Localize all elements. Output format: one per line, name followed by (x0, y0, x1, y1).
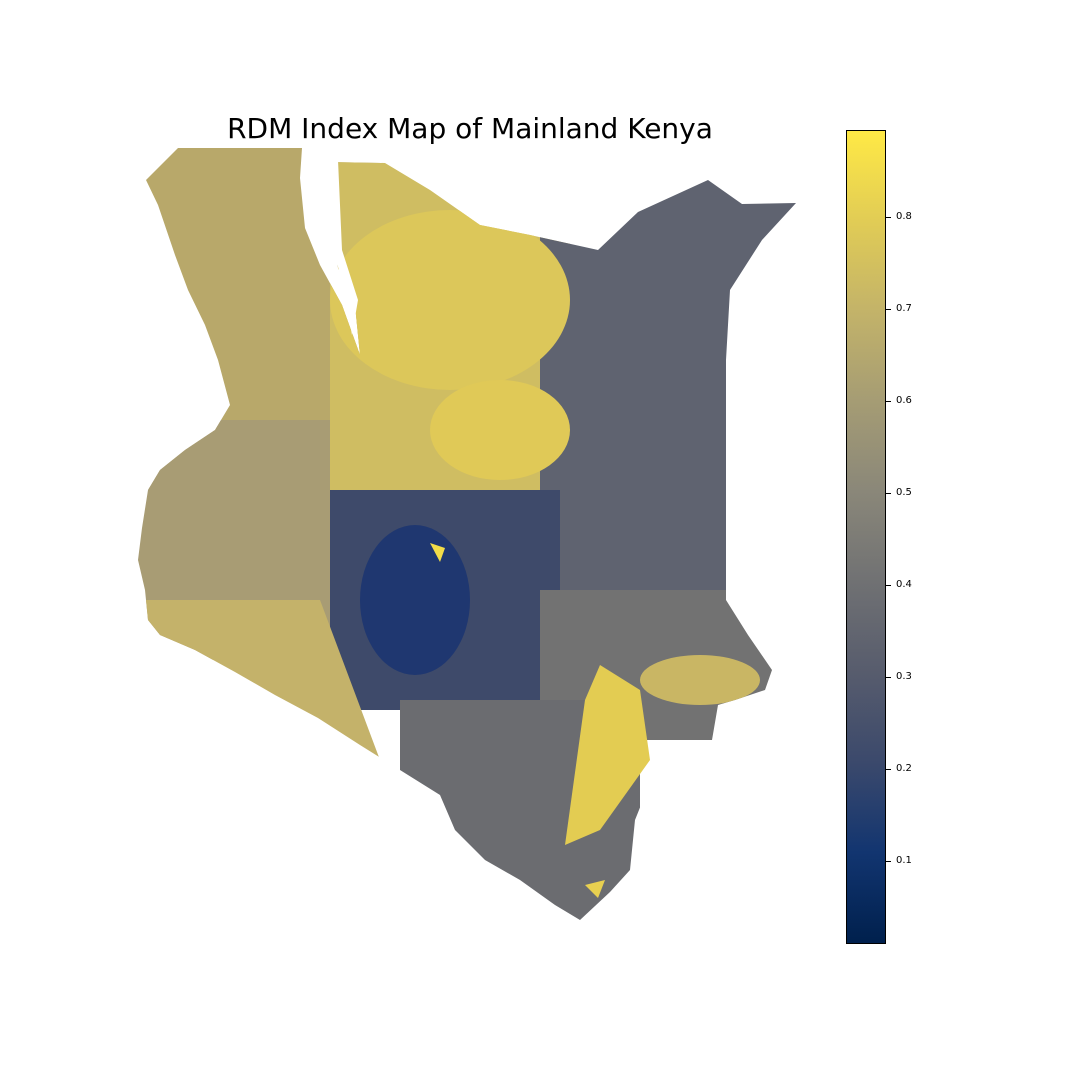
colorbar-tick (886, 861, 891, 862)
region-coast (565, 665, 650, 845)
colorbar-tick (886, 217, 891, 218)
colorbar-tick-label: 0.3 (896, 671, 912, 682)
region-small-yellow-patch (430, 543, 445, 562)
map-title: RDM Index Map of Mainland Kenya (227, 112, 713, 145)
colorbar-tick-label: 0.7 (896, 303, 912, 314)
region-northern-yellow-patch (330, 210, 570, 390)
colorbar (846, 130, 886, 944)
region-southeast-yellow-patch (640, 655, 760, 705)
region-central-yellow-patch (430, 380, 570, 480)
colorbar-tick-label: 0.2 (896, 763, 912, 774)
colorbar-tick-label: 0.6 (896, 395, 912, 406)
colorbar-tick-label: 0.4 (896, 579, 912, 590)
colorbar-tick-label: 0.5 (896, 487, 912, 498)
colorbar-tick (886, 769, 891, 770)
region-southern-yellow-patch (585, 880, 605, 898)
colorbar-tick-label: 0.8 (896, 211, 912, 222)
region-highlands-dark-core (360, 525, 470, 675)
colorbar-tick (886, 677, 891, 678)
region-northeast (540, 150, 796, 600)
colorbar-tick (886, 309, 891, 310)
colorbar-tick-label: 0.1 (896, 855, 912, 866)
colorbar-tick (886, 401, 891, 402)
colorbar-tick (886, 493, 891, 494)
colorbar-tick (886, 585, 891, 586)
lake-turkana (326, 160, 358, 335)
